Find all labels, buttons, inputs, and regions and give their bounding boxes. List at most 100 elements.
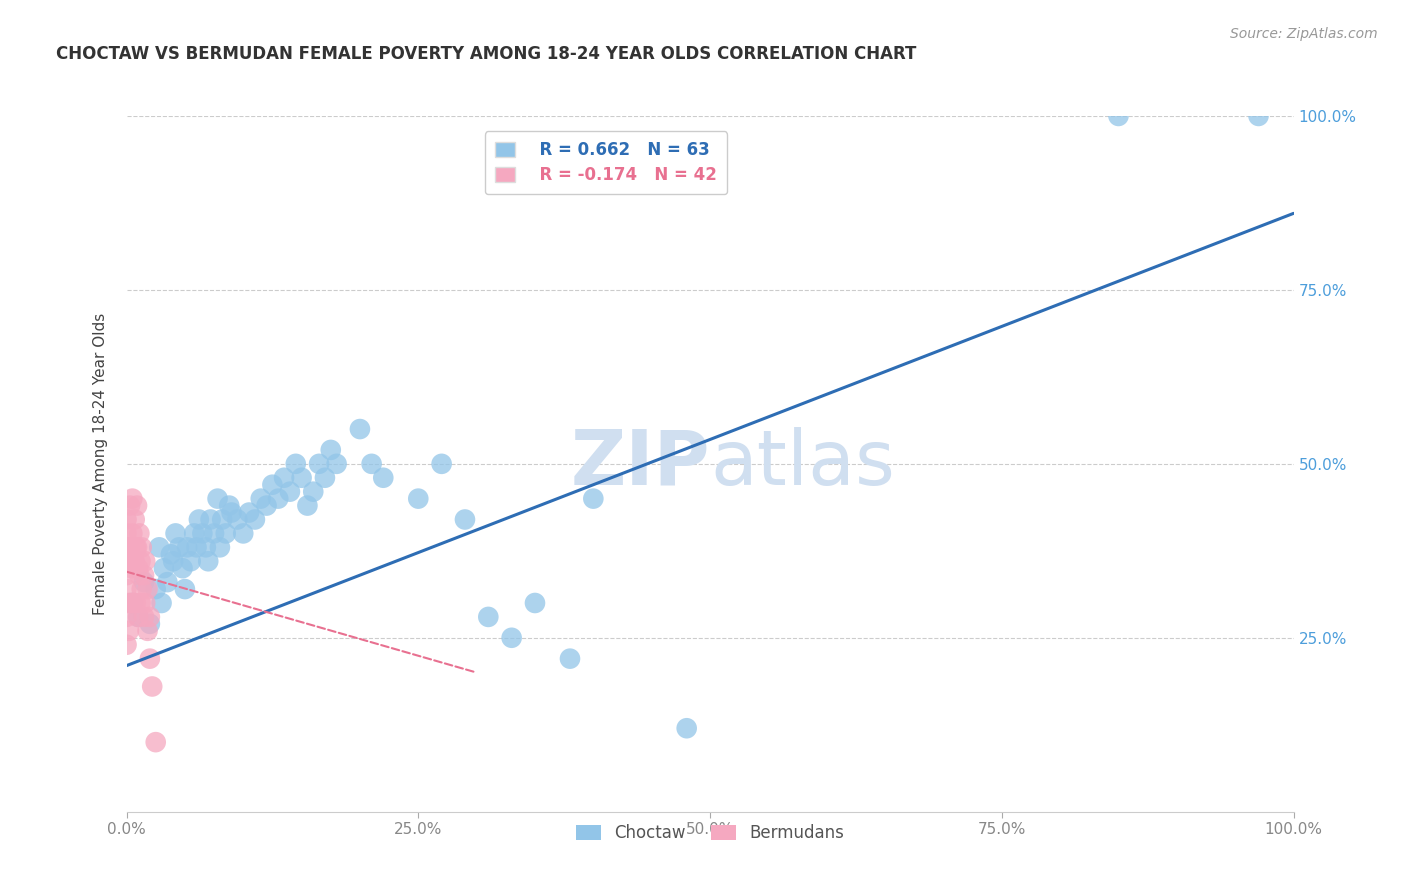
Bermudans [129,596,152,610]
Choctaw [267,491,290,506]
Choctaw [278,484,301,499]
Bermudans [118,624,141,638]
Choctaw [349,422,371,436]
Choctaw [408,491,430,506]
Choctaw [302,484,325,499]
Choctaw [325,457,347,471]
Choctaw [121,596,143,610]
Choctaw [373,471,395,485]
Bermudans [134,596,156,610]
Choctaw [218,499,240,513]
Bermudans [125,541,148,555]
Bermudans [132,568,155,582]
Choctaw [145,582,167,596]
Choctaw [176,541,198,555]
Choctaw [262,477,284,491]
Bermudans [129,554,152,568]
Choctaw [211,512,233,526]
Choctaw [160,547,183,561]
Bermudans [125,596,148,610]
Bermudans [115,512,138,526]
Choctaw [127,610,149,624]
Bermudans [121,491,143,506]
Choctaw [172,561,194,575]
Bermudans [125,541,148,555]
Legend: Choctaw, Bermudans: Choctaw, Bermudans [569,817,851,848]
Bermudans [145,735,167,749]
Choctaw [238,506,260,520]
Bermudans [124,554,146,568]
Choctaw [360,457,382,471]
Choctaw [582,491,605,506]
Choctaw [477,610,499,624]
Choctaw [226,512,249,526]
Choctaw [221,506,243,520]
Choctaw [191,526,214,541]
Choctaw [558,651,581,665]
Choctaw [273,471,295,485]
Bermudans [131,541,153,555]
Text: ZIP: ZIP [571,427,710,500]
Choctaw [232,526,254,541]
Choctaw [183,526,205,541]
Bermudans [118,499,141,513]
Choctaw [194,541,217,555]
Text: Source: ZipAtlas.com: Source: ZipAtlas.com [1230,27,1378,41]
Bermudans [132,610,155,624]
Bermudans [120,561,142,575]
Bermudans [128,526,150,541]
Choctaw [319,442,342,457]
Bermudans [128,568,150,582]
Choctaw [167,541,190,555]
Choctaw [215,526,238,541]
Bermudans [115,638,138,652]
Choctaw [249,491,271,506]
Choctaw [208,541,231,555]
Bermudans [139,651,162,665]
Bermudans [118,596,141,610]
Choctaw [314,471,336,485]
Bermudans [115,541,138,555]
Bermudans [136,624,159,638]
Choctaw [675,721,697,735]
Bermudans [115,582,138,596]
Choctaw [174,582,197,596]
Choctaw [1247,109,1270,123]
Bermudans [118,541,141,555]
Bermudans [122,554,145,568]
Choctaw [187,512,209,526]
Choctaw [290,471,312,485]
Bermudans [115,526,138,541]
Bermudans [134,554,156,568]
Bermudans [121,526,143,541]
Choctaw [256,499,278,513]
Text: CHOCTAW VS BERMUDAN FEMALE POVERTY AMONG 18-24 YEAR OLDS CORRELATION CHART: CHOCTAW VS BERMUDAN FEMALE POVERTY AMONG… [56,45,917,62]
Choctaw [454,512,477,526]
Choctaw [1108,109,1130,123]
Bermudans [127,561,149,575]
Choctaw [284,457,307,471]
Bermudans [127,610,149,624]
Bermudans [115,554,138,568]
Bermudans [120,596,142,610]
Choctaw [243,512,266,526]
Choctaw [139,616,162,631]
Choctaw [132,575,155,590]
Choctaw [297,499,319,513]
Choctaw [523,596,546,610]
Choctaw [202,526,225,541]
Bermudans [139,610,162,624]
Choctaw [180,554,202,568]
Choctaw [501,631,523,645]
Choctaw [153,561,176,575]
Bermudans [115,610,138,624]
Choctaw [162,554,184,568]
Choctaw [308,457,330,471]
Bermudans [122,596,145,610]
Bermudans [115,568,138,582]
Choctaw [148,541,170,555]
Bermudans [141,680,163,694]
Choctaw [150,596,173,610]
Y-axis label: Female Poverty Among 18-24 Year Olds: Female Poverty Among 18-24 Year Olds [93,313,108,615]
Choctaw [430,457,453,471]
